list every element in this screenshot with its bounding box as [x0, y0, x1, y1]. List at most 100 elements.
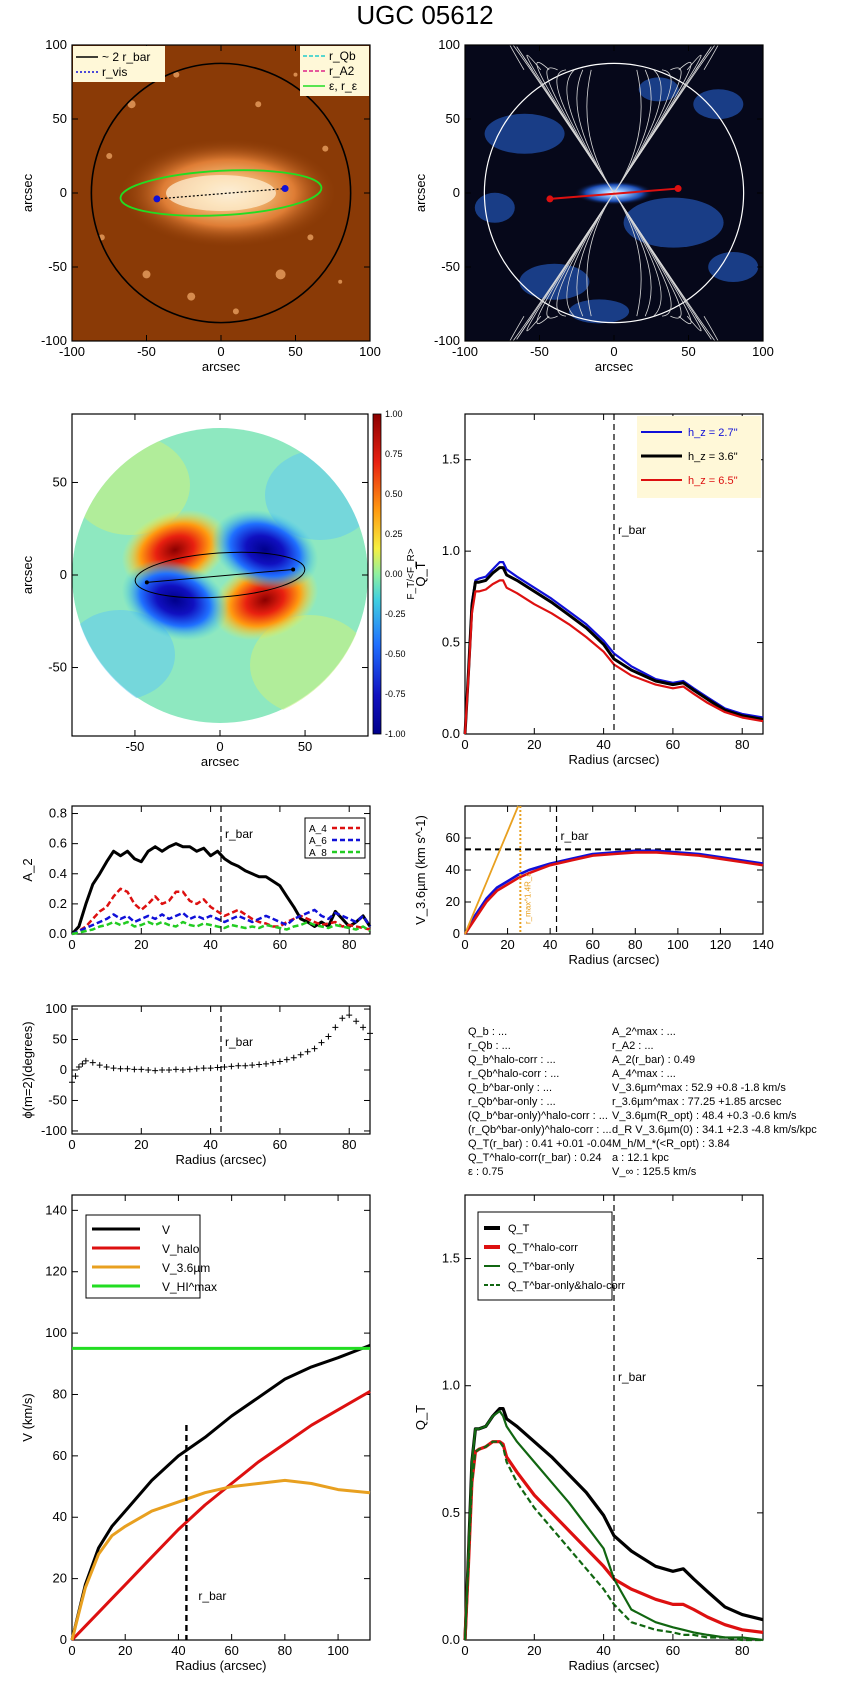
figure-title: UGC 05612 — [356, 0, 494, 30]
phase-point — [304, 1048, 311, 1055]
two-rbar-circle — [90, 62, 352, 324]
rotdec-xtick-label: 40 — [171, 1643, 185, 1658]
v36-ytick-label: 60 — [446, 830, 460, 845]
phase-point — [172, 1066, 179, 1073]
phase-ytick-label: -100 — [41, 1123, 67, 1138]
phase-point — [96, 1062, 103, 1069]
force-map-content — [72, 428, 368, 723]
star-blob — [255, 101, 262, 108]
phase-point — [311, 1045, 318, 1052]
param-qt-halo-rbar: Q_T^halo-corr(r_bar) : 0.24 — [468, 1152, 602, 1164]
qt-profile-ytick-label: 0.0 — [442, 726, 460, 741]
v36-ytick-label: 20 — [446, 894, 460, 909]
qtcorr-ytick-label: 1.5 — [442, 1251, 460, 1266]
fourier-legend-label-2: A_8 — [309, 848, 327, 859]
optical-image-ylabel: arcsec — [20, 173, 35, 212]
param-epsilon: ε : 0.75 — [468, 1166, 504, 1178]
qtcorr-ytick-label: 0.0 — [442, 1632, 460, 1647]
param-rmax: r_3.6µm^max : 77.25 +1.85 arcsec — [612, 1096, 782, 1108]
qt-profile-series-1 — [463, 566, 764, 735]
colorbar-tick-label: 0.00 — [385, 569, 403, 579]
legend-label-ra2: r_A2 — [329, 64, 355, 78]
param-qt-rbar: Q_T(r_bar) : 0.41 +0.01 -0.04 — [468, 1138, 612, 1150]
param-ra2: r_A2 : ... — [612, 1040, 654, 1052]
qtcorr-ytick-label: 1.0 — [442, 1378, 460, 1393]
fourier-ylabel: A_2 — [20, 858, 35, 881]
qtcorr-legend-box — [477, 1211, 613, 1301]
force-map-xtick-label: 50 — [298, 739, 312, 754]
phase-point — [235, 1062, 242, 1069]
residual-circle — [483, 62, 745, 324]
rotdec-xtick-label: 100 — [327, 1643, 349, 1658]
phase-point — [207, 1065, 214, 1072]
param-qb-halo: Q_b^halo-corr : ... — [468, 1054, 556, 1066]
star-blob — [338, 279, 343, 284]
rotdec-ytick-label: 40 — [53, 1509, 67, 1524]
qt-profile-xtick-label: 40 — [596, 737, 610, 752]
fourier-xtick-label: 0 — [68, 937, 75, 952]
rotdec-ytick-label: 20 — [53, 1571, 67, 1586]
residual-image-ylabel: arcsec — [413, 173, 428, 212]
param-rqb-bar: r_Qb^bar-only : ... — [468, 1096, 556, 1108]
param-a: a : 12.1 kpc — [612, 1152, 669, 1164]
v36-xtick-label: 40 — [543, 937, 557, 952]
param-a4max: A_4^max : ... — [612, 1068, 676, 1080]
phase-point — [131, 1066, 138, 1073]
phase-point — [325, 1033, 332, 1040]
force-map-ytick-label: 0 — [60, 567, 67, 582]
rotdec-ytick-label: 80 — [53, 1386, 67, 1401]
phase-point — [214, 1064, 221, 1071]
bar-end-point — [281, 185, 289, 193]
bar-end-point — [153, 195, 161, 203]
param-mh: M_h/M_*(<R_opt) : 3.84 — [612, 1138, 730, 1150]
fourier-series-0 — [70, 842, 372, 936]
param-a2-rbar: A_2(r_bar) : 0.49 — [612, 1054, 696, 1066]
fourier-legend-label-0: A_4 — [309, 824, 327, 835]
optical-image-ytick-label: 50 — [53, 111, 67, 126]
residual-image-xtick-label: 0 — [610, 344, 617, 359]
rotdec-series-2 — [70, 1478, 371, 1641]
qtcorr-legend-label-0: Q_T — [508, 1223, 530, 1235]
phase-point — [276, 1058, 283, 1065]
potential-contour — [509, 45, 615, 194]
residual-bar-end — [674, 185, 682, 193]
phase-ytick-label: 0 — [60, 1062, 67, 1077]
param-table-left: Q_b : ... r_Qb : ... Q_b^halo-corr : ...… — [468, 1025, 612, 1179]
rotdec-legend-label-3: V_HI^max — [162, 1280, 217, 1294]
rotdec-xtick-label: 80 — [278, 1643, 292, 1658]
v36-rmax-label: r_max^1.4R_ε — [523, 873, 532, 924]
residual-structure — [708, 252, 759, 282]
force-map-ytick-label: -50 — [48, 660, 67, 675]
star-blob — [173, 71, 180, 78]
residual-structure — [623, 197, 724, 248]
qtcorr-series-3 — [463, 1440, 763, 1642]
colorbar-tick-label: -0.25 — [385, 609, 406, 619]
qtcorr-xlabel: Radius (arcsec) — [568, 1658, 659, 1673]
phase-point — [367, 1030, 373, 1037]
phase-point — [332, 1024, 339, 1031]
colorbar-tick-label: 0.25 — [385, 529, 403, 539]
qt-profile-xtick-label: 60 — [666, 737, 680, 752]
rotdec-series-0 — [70, 1344, 371, 1641]
residual-image-content — [474, 45, 759, 341]
param-vropt: V_3.6µm(R_opt) : 48.4 +0.3 -0.6 km/s — [612, 1110, 797, 1122]
qtcorr-ylabel: Q_T — [413, 1405, 428, 1430]
v36-xtick-label: 80 — [628, 937, 642, 952]
rotdec-ytick-label: 140 — [45, 1202, 67, 1217]
phase-point — [179, 1067, 186, 1073]
qt-legend-label-1: h_z = 3.6'' — [688, 451, 738, 463]
colorbar-tick-label: 0.50 — [385, 489, 403, 499]
star-blob — [106, 153, 113, 159]
param-vmax: V_3.6µm^max : 52.9 +0.8 -1.8 km/s — [612, 1082, 786, 1094]
phase-point — [290, 1054, 297, 1061]
residual-bar-line — [549, 187, 679, 200]
star-blob — [142, 270, 151, 279]
qt-profile-ylabel: Q_T — [413, 561, 428, 586]
rotdec-rbar-label: r_bar — [198, 1589, 226, 1603]
colorbar — [372, 413, 382, 735]
phase-point — [72, 1073, 79, 1080]
param-rqb-halo: r_Qb^halo-corr : ... — [468, 1068, 560, 1080]
optical-image-ytick-label: -50 — [48, 259, 67, 274]
fourier-series-2 — [71, 908, 372, 936]
phase-point — [103, 1063, 110, 1070]
